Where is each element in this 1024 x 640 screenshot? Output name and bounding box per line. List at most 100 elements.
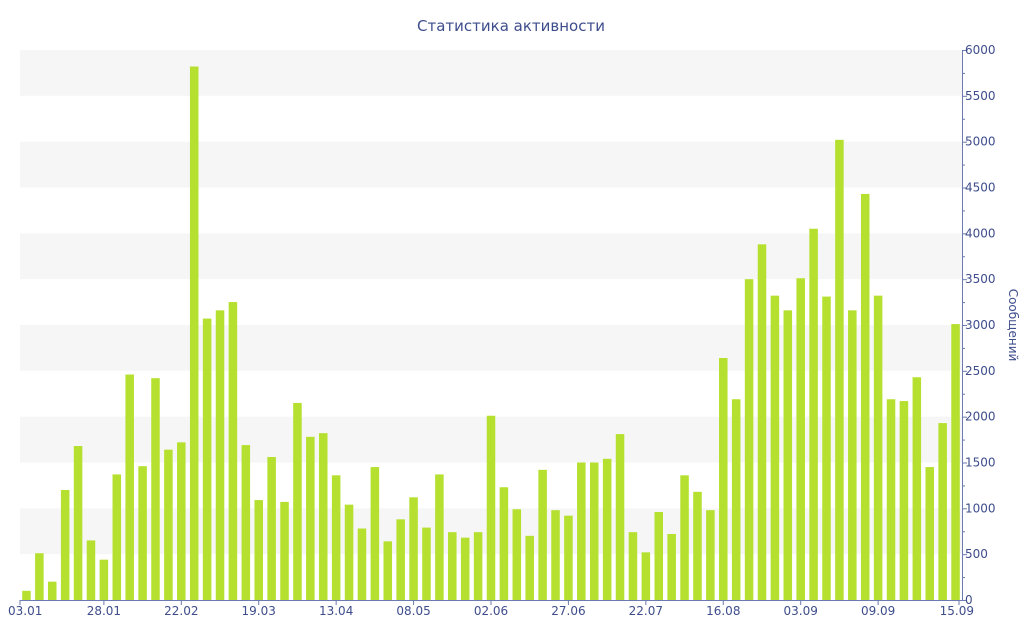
bar <box>357 528 367 600</box>
bar <box>280 501 289 600</box>
bar <box>254 500 263 600</box>
bar <box>189 66 199 600</box>
bar <box>512 509 522 600</box>
x-tick-label: 16.08 <box>706 604 740 618</box>
x-tick-label: 22.07 <box>629 604 663 618</box>
bar <box>48 581 57 600</box>
y-tick-label: 3000 <box>965 318 996 332</box>
bar <box>60 490 70 600</box>
bar <box>551 510 560 600</box>
bar <box>473 532 483 600</box>
bar <box>912 377 922 600</box>
bar <box>577 462 586 600</box>
y-axis-ticks: 0 500 1000 1500 2000 2500 3000 3500 4000 4500 5000… <box>962 43 996 607</box>
bar <box>241 445 251 600</box>
bar <box>215 310 225 600</box>
bar <box>951 324 960 600</box>
bar <box>306 436 315 600</box>
bar <box>22 590 31 600</box>
y-tick-label: 4000 <box>965 226 996 240</box>
bar <box>409 497 418 600</box>
bar <box>693 491 702 600</box>
bar <box>589 462 599 600</box>
y-tick-label: 1500 <box>965 456 996 470</box>
x-tick-label: 28.01 <box>87 604 121 618</box>
bar <box>654 512 664 600</box>
bar <box>525 535 534 600</box>
bar <box>151 378 160 600</box>
bar <box>177 442 186 600</box>
bar <box>886 399 896 600</box>
bar <box>448 532 457 600</box>
bar <box>925 467 934 600</box>
bar <box>744 279 754 600</box>
bar <box>164 449 173 600</box>
bar <box>435 474 444 600</box>
bar <box>499 487 509 600</box>
bar <box>783 310 793 600</box>
bar <box>344 504 354 600</box>
bar <box>860 193 870 601</box>
bar <box>267 457 276 600</box>
y-tick-label: 3500 <box>965 272 996 286</box>
bar <box>731 399 741 600</box>
bar <box>848 310 857 600</box>
bar <box>602 458 612 600</box>
bar <box>318 433 328 600</box>
bar <box>538 469 547 600</box>
bar <box>770 295 780 600</box>
bar <box>835 139 844 600</box>
bar <box>938 423 947 600</box>
bar <box>99 559 109 600</box>
grid-band <box>20 325 962 371</box>
grid-bands <box>20 50 962 555</box>
x-tick-label: 03.01 <box>8 604 42 618</box>
bar <box>706 510 715 600</box>
y-tick-label: 5000 <box>965 135 996 149</box>
bar <box>667 534 676 600</box>
x-tick-label: 13.04 <box>319 604 353 618</box>
bar <box>641 552 651 600</box>
bar <box>202 318 212 600</box>
bar <box>809 228 818 600</box>
y-tick-label: 1000 <box>965 501 996 515</box>
x-tick-label: 15.09 <box>940 604 974 618</box>
chart-title: Статистика активности <box>417 17 605 35</box>
y-tick-label: 500 <box>965 547 988 561</box>
y-tick-label: 2000 <box>965 410 996 424</box>
y-tick-label: 4500 <box>965 181 996 195</box>
bar <box>125 374 134 600</box>
bar <box>396 519 405 600</box>
bar <box>293 402 302 600</box>
x-axis-ticks: 03.01 28.01 22.02 19.03 13.04 08.05 02.06 27.06… <box>8 600 974 618</box>
bar <box>564 515 573 600</box>
x-tick-label: 03.09 <box>784 604 818 618</box>
bar <box>796 278 805 600</box>
bar <box>899 401 909 600</box>
x-tick-label: 02.06 <box>474 604 508 618</box>
y-tick-label: 6000 <box>965 43 996 57</box>
bar <box>873 295 883 600</box>
bar <box>757 244 767 600</box>
bar <box>73 446 83 600</box>
x-tick-label: 22.02 <box>164 604 198 618</box>
x-tick-label: 27.06 <box>551 604 585 618</box>
y-axis-title: Сообщений <box>1006 289 1020 362</box>
bar <box>383 541 393 600</box>
bar <box>615 434 625 600</box>
bar <box>460 537 470 600</box>
bar <box>680 475 689 600</box>
x-tick-label: 09.09 <box>861 604 895 618</box>
grid-band <box>20 50 962 96</box>
bar <box>228 302 238 600</box>
bar-series <box>22 66 960 601</box>
bar <box>331 475 341 600</box>
bar <box>822 296 831 600</box>
y-tick-label: 0 <box>965 593 973 607</box>
bar <box>370 467 380 600</box>
bar <box>719 358 728 600</box>
bar <box>35 553 44 600</box>
bar <box>628 532 638 600</box>
bar <box>422 527 431 600</box>
